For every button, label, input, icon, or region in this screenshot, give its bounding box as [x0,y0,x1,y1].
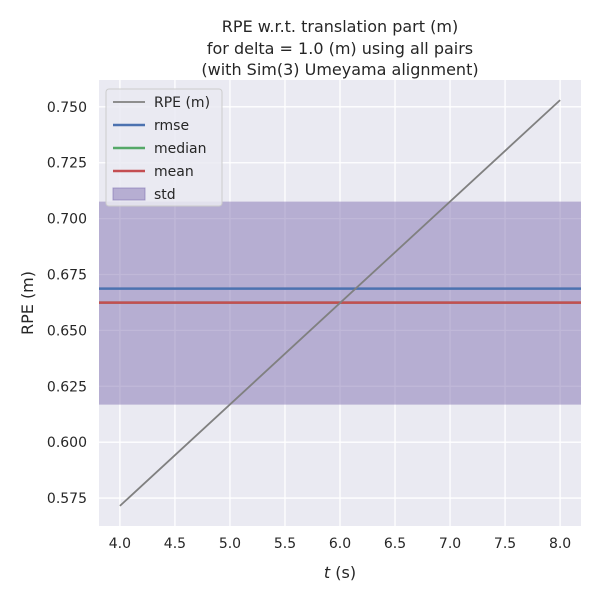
y-tick-label: 0.725 [47,156,87,172]
y-tick-label: 0.750 [47,100,87,116]
x-tick-label: 6.5 [384,536,406,552]
y-tick-label: 0.675 [47,267,87,283]
y-tick-label: 0.700 [47,212,87,228]
legend-label: RPE (m) [154,95,210,111]
y-tick-label: 0.575 [47,491,87,507]
x-tick-label: 5.0 [219,536,241,552]
rpe-series [119,99,561,507]
x-axis-label: t (s) [324,563,356,582]
legend-label: mean [154,164,194,180]
x-tick-label: 8.0 [549,536,571,552]
y-tick-label: 0.625 [47,379,87,395]
x-tick-label: 5.5 [274,536,296,552]
y-tick-label: 0.600 [47,435,87,451]
legend-swatch-std [112,187,146,201]
x-tick-labels: 4.0 4.5 5.0 5.5 6.0 6.5 7.0 7.5 8.0 [109,536,571,552]
legend-frame [105,88,223,207]
x-axis-label-var: t [324,563,331,582]
chart-title-line-1: RPE w.r.t. translation part (m) [222,17,458,36]
x-tick-label: 7.5 [494,536,516,552]
chart-title-line-3: (with Sim(3) Umeyama alignment) [201,60,478,79]
y-tick-label: 0.650 [47,323,87,339]
x-tick-label: 6.0 [329,536,351,552]
legend: RPE (m) rmse median mean std [105,88,223,207]
x-tick-label: 4.5 [164,536,186,552]
x-tick-label: 7.0 [439,536,461,552]
x-tick-label: 4.0 [109,536,131,552]
y-tick-labels: 0.575 0.600 0.625 0.650 0.675 0.700 0.725 0.750 [47,100,87,507]
legend-label: rmse [154,118,189,134]
legend-label: std [154,187,176,203]
chart-title: RPE w.r.t. translation part (m) for delt… [201,17,478,79]
legend-label: median [154,141,206,157]
x-axis-label-unit: (s) [330,563,356,582]
chart-title-line-2: for delta = 1.0 (m) using all pairs [207,39,473,58]
y-axis-label: RPE (m) [18,271,37,335]
rpe-line [119,99,561,507]
